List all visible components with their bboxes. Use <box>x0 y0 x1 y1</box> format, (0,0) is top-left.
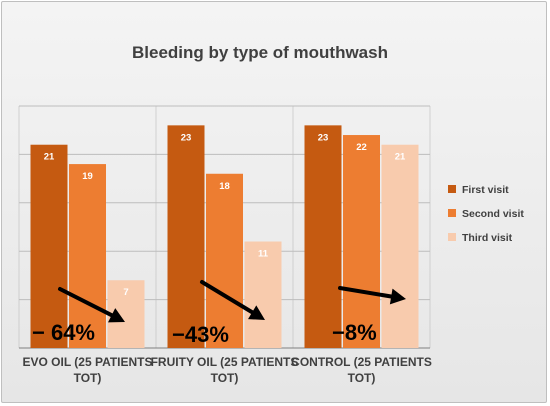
data-label: 21 <box>395 152 406 163</box>
data-labels: 21 19 7 23 18 11 23 22 21 <box>44 132 406 298</box>
data-label: 19 <box>82 171 93 182</box>
data-label: 18 <box>219 181 230 192</box>
trend-arrow-head <box>248 305 265 320</box>
trend-arrow-head <box>389 288 406 305</box>
bar <box>30 144 68 348</box>
data-label: 23 <box>181 132 192 143</box>
data-label: 11 <box>258 249 269 260</box>
trend-arrow-head <box>108 308 125 323</box>
bar <box>381 144 419 348</box>
legend-label: First visit <box>462 184 509 196</box>
trend-arrow-shaft <box>58 287 114 318</box>
bar <box>206 173 243 348</box>
legend-label: Second visit <box>462 208 524 220</box>
data-label: 23 <box>318 132 329 143</box>
category-label: EVO OIL (25 PATIENTS TOT) <box>22 355 152 385</box>
category-label: CONTROL (25 PATIENTS TOT) <box>291 355 432 385</box>
bar <box>69 164 106 348</box>
category-labels: EVO OIL (25 PATIENTS TOT)FRUITY OIL (25 P… <box>22 355 431 385</box>
trend-arrows <box>58 280 406 323</box>
bar <box>244 241 282 348</box>
legend-label: Third visit <box>462 232 513 244</box>
chart-title: Bleeding by type of mouthwash <box>132 43 388 62</box>
percent-annotations: − 64% −43% −8% <box>32 320 377 347</box>
percent-annotation: − 64% <box>32 320 95 345</box>
bar <box>343 135 380 348</box>
percent-annotation: −43% <box>172 322 229 347</box>
percent-annotation: −8% <box>332 320 377 345</box>
bar <box>167 125 205 348</box>
data-label: 22 <box>356 142 367 153</box>
legend-swatch <box>448 209 456 217</box>
trend-arrow-shaft <box>200 280 255 315</box>
bar <box>304 125 342 348</box>
data-label: 7 <box>123 287 128 298</box>
legend-swatch <box>448 233 456 241</box>
category-label: FRUITY OIL (25 PATIENTS TOT) <box>151 355 299 385</box>
data-label: 21 <box>44 152 55 163</box>
trend-arrow-shaft <box>338 286 394 299</box>
legend: First visit Second visit Third visit <box>448 184 524 244</box>
bars <box>30 125 419 348</box>
legend-swatch <box>448 185 456 193</box>
